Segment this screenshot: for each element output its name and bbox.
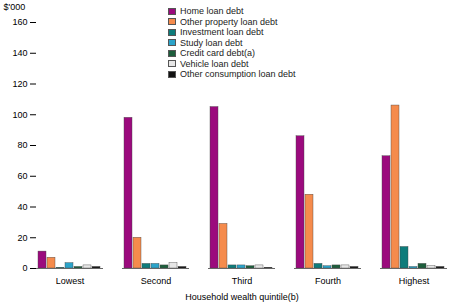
svg-text:20: 20 [17, 233, 27, 243]
svg-text:60: 60 [17, 171, 27, 181]
svg-text:Lowest: Lowest [56, 276, 85, 286]
svg-text:Third: Third [232, 276, 253, 286]
html-text:Other property loan debt: Other property loan debt [180, 16, 278, 27]
svg-text:Highest: Highest [399, 276, 430, 286]
html-text:Home loan debt: Home loan debt [180, 6, 244, 16]
html-text:Vehicle loan debt: Vehicle loan debt [180, 58, 249, 69]
svg-text:120: 120 [12, 79, 27, 89]
svg-text:Fourth: Fourth [315, 276, 341, 286]
svg-text:$'000: $'000 [4, 2, 26, 12]
html-text:Study loan debt: Study loan debt [180, 37, 243, 48]
svg-text:40: 40 [17, 202, 27, 212]
html-text:Credit card debt(a): Credit card debt(a) [180, 48, 255, 58]
svg-text:Second: Second [141, 276, 172, 286]
svg-text:100: 100 [12, 110, 27, 120]
html-text:Investment loan debt: Investment loan debt [180, 27, 264, 37]
svg-text:80: 80 [17, 140, 27, 150]
html-text:Other consumption loan debt: Other consumption loan debt [180, 69, 296, 79]
svg-text:0: 0 [22, 263, 27, 273]
svg-text:160: 160 [12, 17, 27, 27]
svg-text:140: 140 [12, 48, 27, 58]
svg-text:Household wealth quintile(b): Household wealth quintile(b) [185, 292, 299, 302]
